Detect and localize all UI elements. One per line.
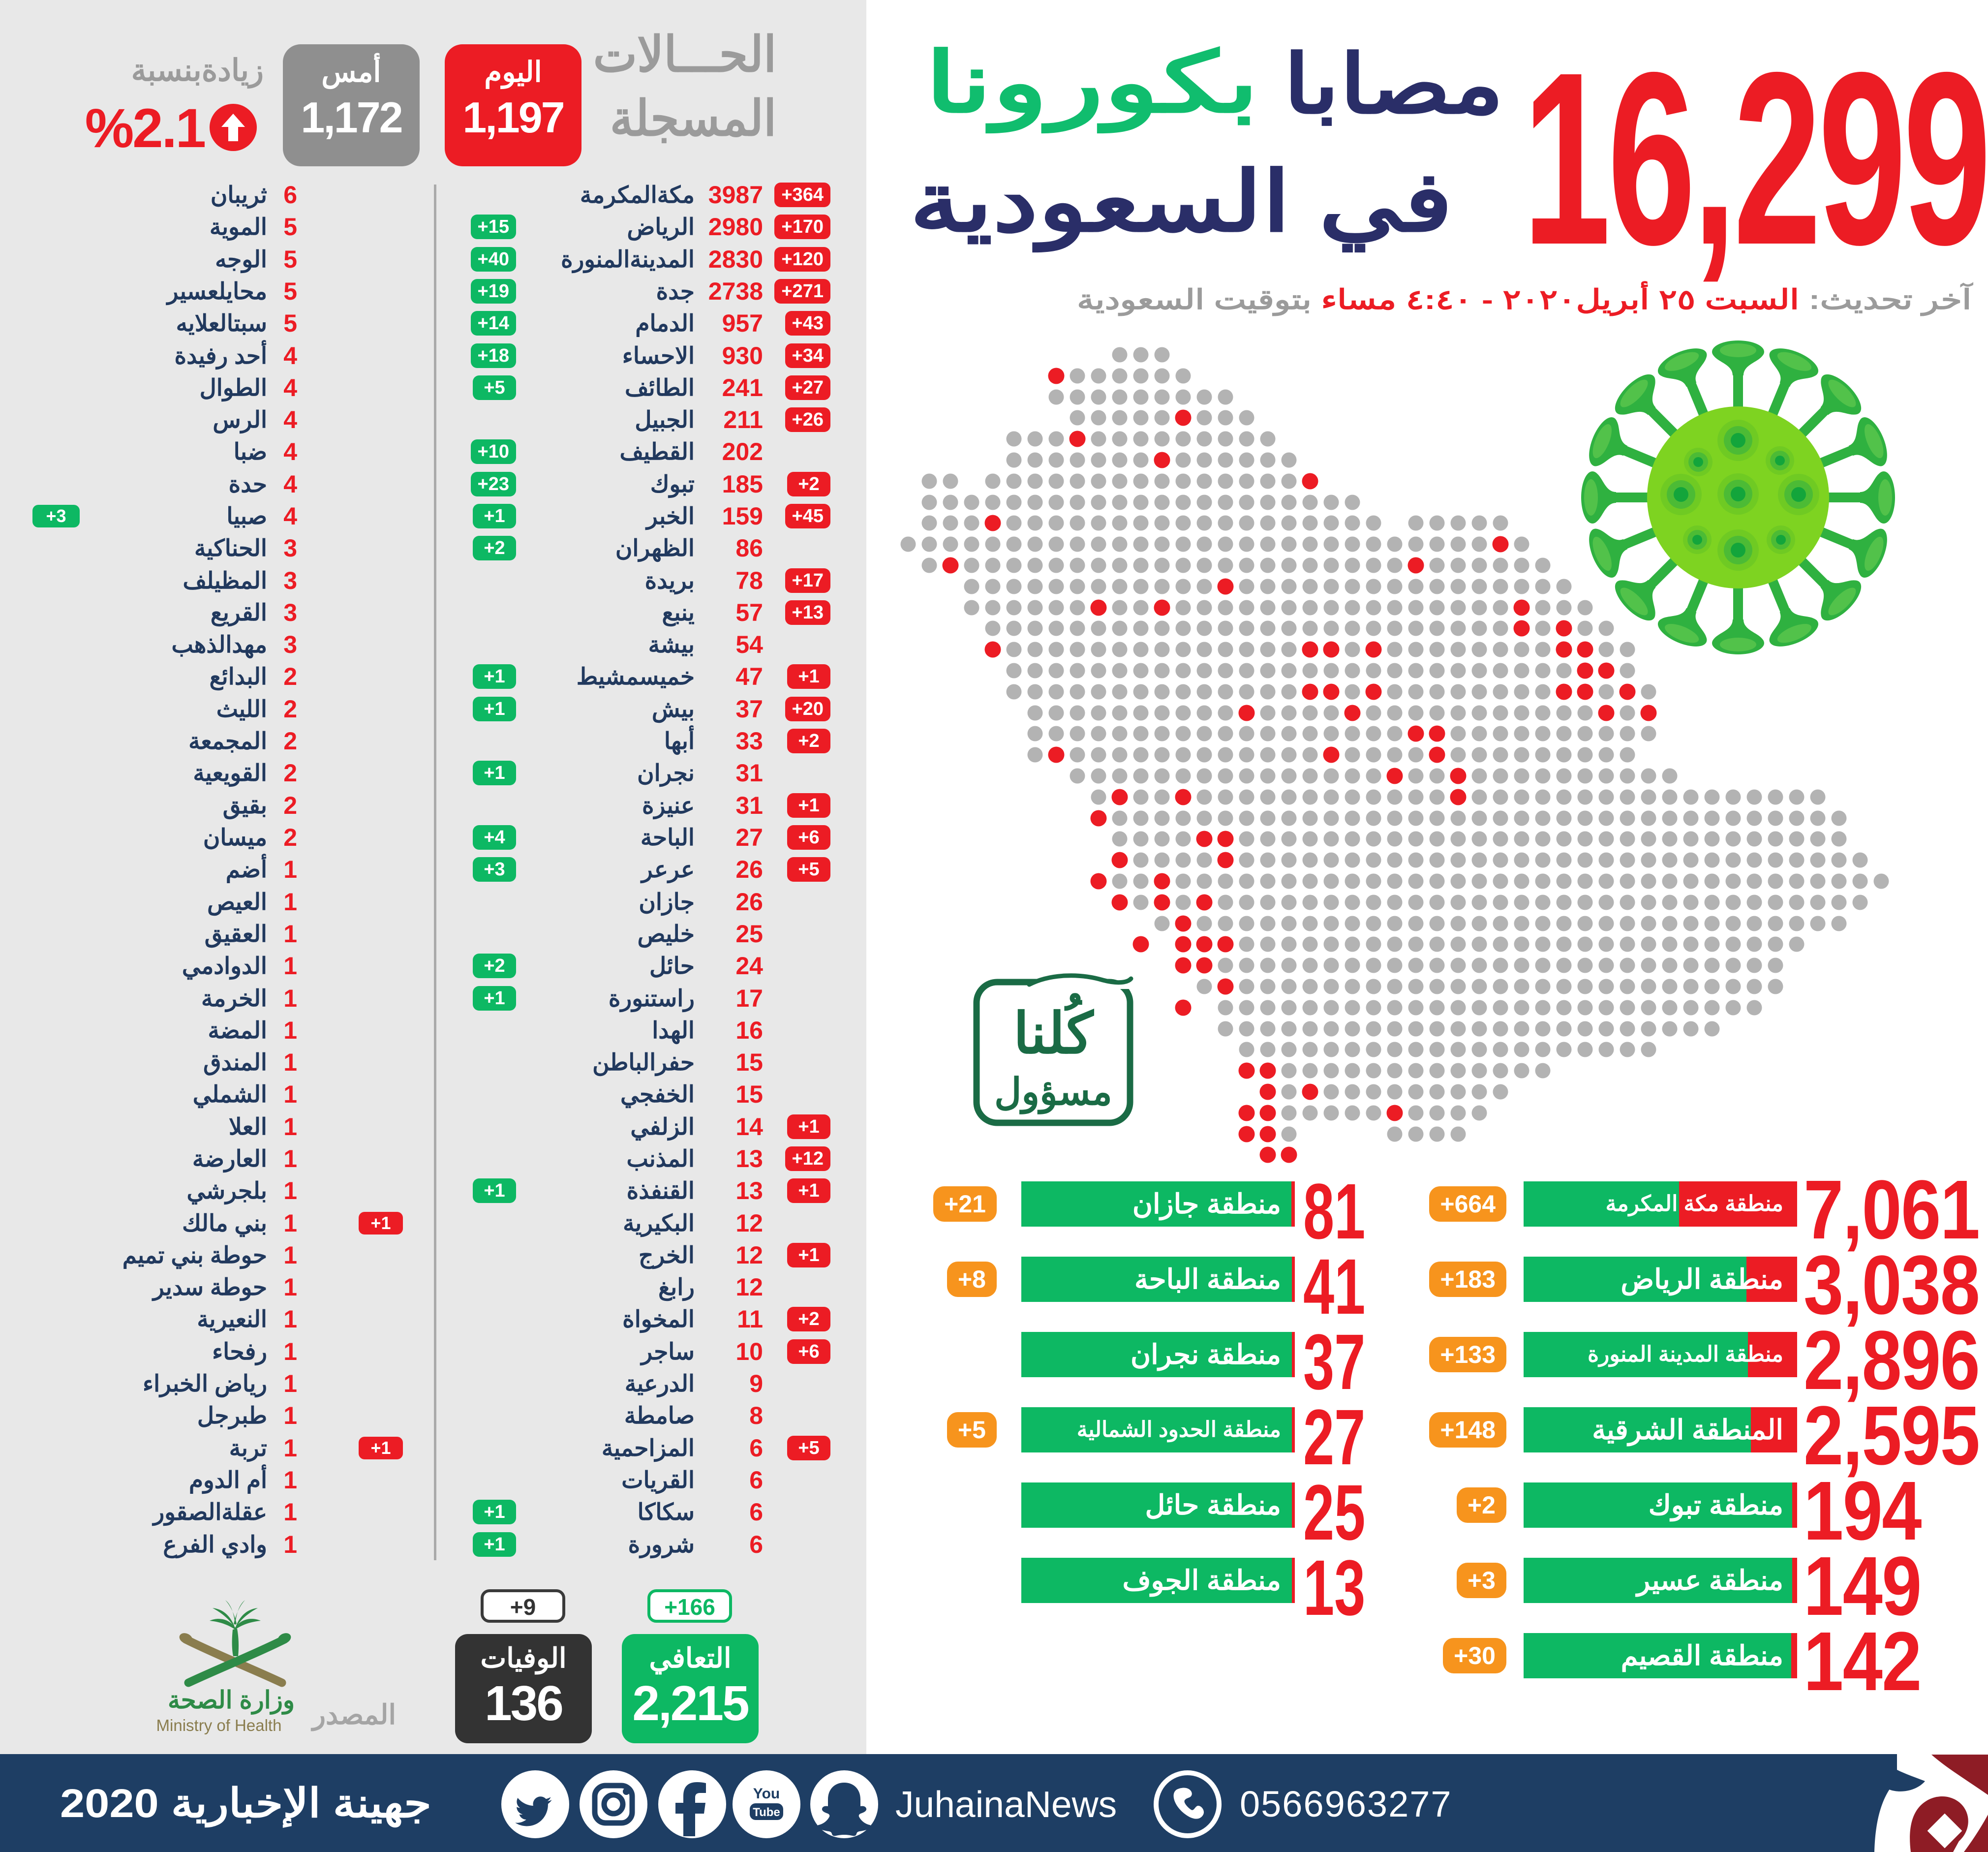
- svg-text:مسؤول: مسؤول: [994, 1071, 1112, 1114]
- svg-text:Tube: Tube: [753, 1806, 780, 1819]
- svg-text:وزارة الصحة: وزارة الصحة: [168, 1686, 295, 1715]
- svg-text:Ministry of Health: Ministry of Health: [156, 1716, 282, 1734]
- svg-text:You: You: [753, 1786, 780, 1802]
- svg-text:كُلنا: كُلنا: [1013, 992, 1095, 1065]
